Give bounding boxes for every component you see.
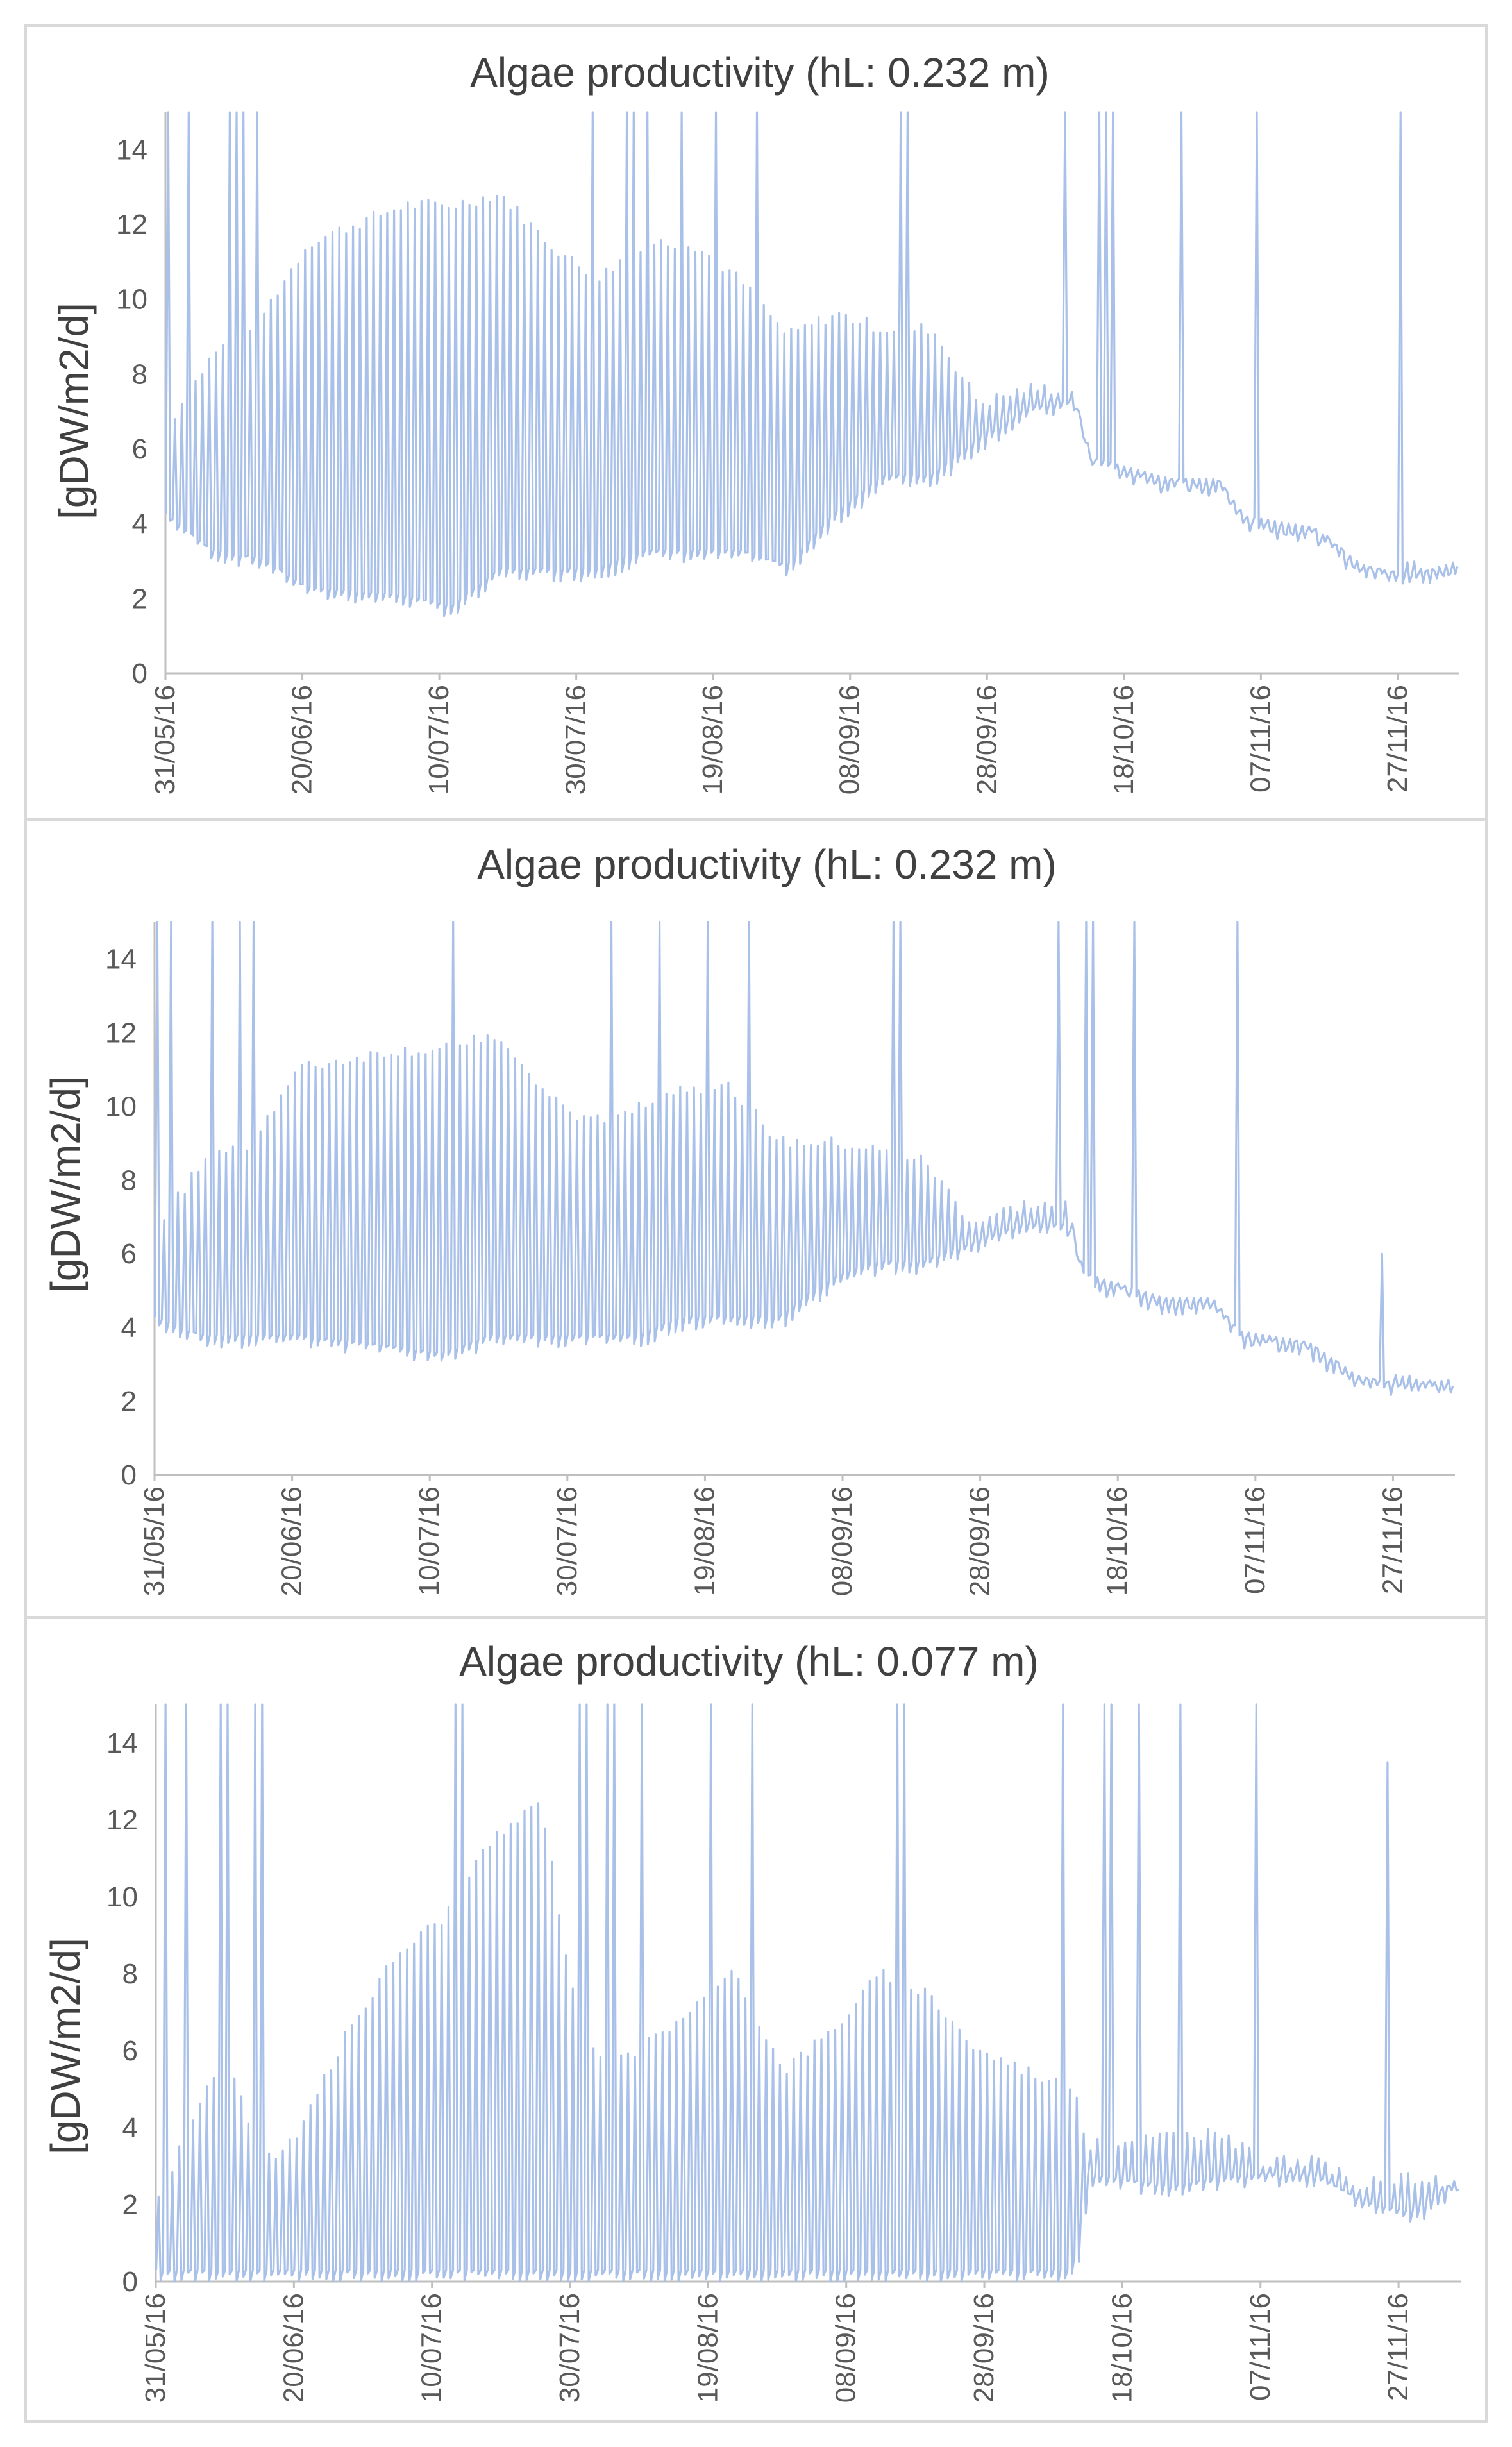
series-line <box>153 921 1454 1396</box>
y-axis-label: [gDW/m2/d] <box>51 303 97 519</box>
x-tick-label: 28/09/16 <box>968 2293 1000 2403</box>
x-tick-label: 20/06/16 <box>287 685 318 795</box>
y-tick-label: 2 <box>121 1386 137 1417</box>
x-tick-label: 07/11/16 <box>1245 685 1276 793</box>
x-tick-label: 31/05/16 <box>149 685 181 795</box>
y-tick-label: 12 <box>106 1804 138 1836</box>
y-tick-label: 8 <box>132 358 147 390</box>
chart-svg-1: Algae productivity (hL: 0.232 m) [gDW/m2… <box>51 49 1459 795</box>
x-tick-label: 20/06/16 <box>278 2293 309 2403</box>
x-tick-label: 18/10/16 <box>1106 2293 1138 2403</box>
y-tick-label: 0 <box>122 2266 138 2298</box>
y-tick-label: 4 <box>122 2112 138 2144</box>
x-tick-label: 07/11/16 <box>1245 2293 1276 2401</box>
x-tick-label: 10/07/16 <box>416 2293 448 2403</box>
chart-title: Algae productivity (hL: 0.077 m) <box>459 1638 1039 1685</box>
series-line <box>155 1703 1459 2283</box>
y-tick-label: 10 <box>116 284 147 315</box>
chart-svg-3: Algae productivity (hL: 0.077 m) [gDW/m2… <box>42 1638 1461 2403</box>
x-tick-label: 30/07/16 <box>560 685 592 795</box>
x-tick-label: 19/08/16 <box>689 1486 720 1596</box>
x-tick-label: 19/08/16 <box>697 685 728 795</box>
x-tick-label: 07/11/16 <box>1239 1486 1271 1594</box>
y-tick-label: 10 <box>106 1881 138 1913</box>
x-tick-label: 10/07/16 <box>414 1486 445 1596</box>
x-tick-label: 31/05/16 <box>139 1486 170 1596</box>
y-tick-label: 14 <box>105 943 137 975</box>
y-ticks-layer: 0 2 4 6 8 10 12 14 <box>105 943 137 1491</box>
x-tick-label: 27/11/16 <box>1382 685 1413 793</box>
y-tick-label: 8 <box>122 1958 138 1990</box>
y-tick-label: 14 <box>116 134 147 165</box>
y-tick-label: 0 <box>121 1459 137 1491</box>
y-tick-label: 6 <box>122 2035 138 2067</box>
y-tick-label: 10 <box>105 1091 137 1122</box>
x-tick-label: 28/09/16 <box>964 1486 996 1596</box>
x-ticks-layer: 31/05/16 20/06/16 10/07/16 30/07/16 19/08/16… <box>139 1475 1408 1596</box>
y-tick-label: 12 <box>105 1017 137 1048</box>
axis-layer <box>155 1704 1461 2283</box>
x-tick-label: 27/11/16 <box>1377 1486 1408 1594</box>
chart-title: Algae productivity (hL: 0.232 m) <box>477 841 1057 887</box>
x-tick-label: 18/10/16 <box>1108 685 1139 795</box>
x-ticks-layer: 31/05/16 20/06/16 10/07/16 30/07/16 19/08/16… <box>149 673 1413 795</box>
x-tick-label: 10/07/16 <box>423 685 455 795</box>
axis-layer <box>164 112 1459 675</box>
chart-title: Algae productivity (hL: 0.232 m) <box>470 49 1050 96</box>
x-tick-label: 20/06/16 <box>276 1486 308 1596</box>
y-ticks-layer: 0 2 4 6 8 10 12 14 <box>116 134 147 689</box>
y-tick-label: 14 <box>106 1728 138 1759</box>
x-tick-label: 08/09/16 <box>830 2293 862 2403</box>
y-tick-label: 8 <box>121 1165 137 1196</box>
x-tick-label: 18/10/16 <box>1102 1486 1133 1596</box>
y-tick-label: 0 <box>132 658 147 689</box>
x-tick-label: 30/07/16 <box>551 1486 583 1596</box>
y-tick-label: 4 <box>121 1312 137 1343</box>
y-tick-label: 2 <box>122 2189 138 2221</box>
chart-svg-2: Algae productivity (hL: 0.232 m) [gDW/m2… <box>42 841 1455 1596</box>
x-tick-label: 30/07/16 <box>554 2293 585 2403</box>
y-tick-label: 4 <box>132 509 147 540</box>
y-ticks-layer: 0 2 4 6 8 10 12 14 <box>106 1728 138 2298</box>
y-tick-label: 2 <box>132 583 147 614</box>
y-tick-label: 12 <box>116 209 147 240</box>
series-line <box>164 111 1459 618</box>
axis-layer <box>153 922 1455 1476</box>
x-ticks-layer: 31/05/16 20/06/16 10/07/16 30/07/16 19/08/16… <box>140 2282 1414 2403</box>
chart-panel-3: Algae productivity (hL: 0.077 m) [gDW/m2… <box>24 1616 1488 2423</box>
y-axis-label: [gDW/m2/d] <box>42 1938 88 2155</box>
y-tick-label: 6 <box>121 1238 137 1270</box>
x-tick-label: 28/09/16 <box>971 685 1002 795</box>
x-tick-label: 31/05/16 <box>140 2293 171 2403</box>
y-axis-label: [gDW/m2/d] <box>42 1076 88 1293</box>
x-tick-label: 08/09/16 <box>827 1486 858 1596</box>
x-tick-label: 27/11/16 <box>1382 2293 1414 2401</box>
x-tick-label: 08/09/16 <box>834 685 866 795</box>
chart-panel-2: Algae productivity (hL: 0.232 m) [gDW/m2… <box>24 818 1488 1619</box>
chart-panel-1: Algae productivity (hL: 0.232 m) [gDW/m2… <box>24 24 1488 821</box>
x-tick-label: 19/08/16 <box>692 2293 723 2403</box>
y-tick-label: 6 <box>132 433 147 465</box>
